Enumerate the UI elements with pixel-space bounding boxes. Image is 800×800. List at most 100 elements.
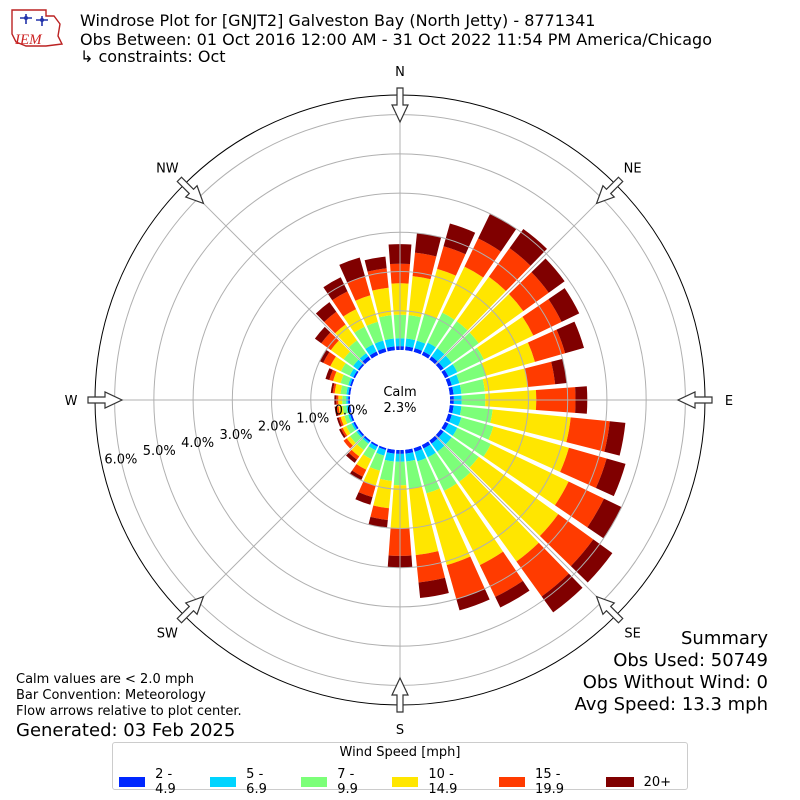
bar-250-bin-1 — [348, 414, 353, 423]
legend-label-0: 2 - 4.9 — [155, 767, 176, 797]
grid-spoke-315 — [183, 183, 365, 365]
bar-10-bin-2 — [406, 315, 421, 341]
legend-item-0: 2 - 4.9 — [119, 767, 194, 797]
legend-swatch-0 — [119, 777, 146, 787]
bar-160-bin-0 — [413, 445, 423, 452]
bar-330-bin-4 — [332, 291, 357, 317]
bar-70-bin-1 — [449, 374, 460, 386]
bar-190-bin-2 — [380, 459, 394, 481]
bar-140-bin-3 — [459, 472, 539, 562]
bar-30-bin-3 — [442, 266, 484, 320]
direction-arrow-6 — [87, 391, 124, 409]
legend-item-5: 20+ — [605, 767, 671, 797]
bar-170-bin-5 — [418, 577, 449, 599]
bar-340-bin-5 — [339, 257, 366, 283]
bar-290-bin-4 — [329, 369, 337, 382]
legend-label-4: 15 - 19.9 — [535, 767, 564, 797]
bar-150-bin-3 — [443, 483, 504, 566]
bar-70-bin-0 — [445, 377, 452, 387]
iem-logo: IEM — [11, 9, 64, 48]
bar-110-bin-3 — [488, 426, 569, 472]
summary-title: Summary — [681, 628, 768, 649]
calm-value: 2.3% — [383, 401, 416, 416]
bar-220-bin-2 — [356, 438, 369, 451]
bar-190-bin-3 — [373, 478, 392, 509]
legend-title: Wind Speed [mph] — [339, 745, 461, 760]
grid-spoke-135 — [435, 435, 617, 617]
bar-290-bin-0 — [350, 378, 355, 387]
chart-subtitle: Obs Between: 01 Oct 2016 12:00 AM - 31 O… — [80, 30, 712, 49]
bar-310-bin-1 — [353, 359, 363, 370]
bar-100-bin-5 — [604, 421, 626, 456]
generated-date: Generated: 03 Feb 2025 — [16, 720, 236, 741]
bar-280-bin-5 — [330, 382, 335, 394]
bar-160-bin-5 — [456, 588, 490, 611]
bar-190-bin-0 — [386, 448, 395, 454]
bar-220-bin-4 — [348, 449, 360, 460]
bar-280-bin-2 — [340, 385, 348, 395]
bar-320-bin-0 — [362, 356, 371, 365]
bar-220-bin-0 — [363, 435, 371, 443]
bar-160-bin-1 — [414, 449, 427, 462]
summary-obs-without-wind: Obs Without Wind: 0 — [582, 672, 768, 693]
bar-30-bin-4 — [464, 238, 501, 278]
bar-40-bin-5 — [509, 228, 547, 266]
bar-300-bin-0 — [353, 370, 359, 379]
bar-10-bin-3 — [408, 276, 431, 318]
bar-250-bin-2 — [344, 414, 351, 424]
bar-70-bin-2 — [456, 363, 486, 384]
bar-230-bin-4 — [343, 438, 353, 449]
direction-arrow-0 — [391, 87, 409, 124]
bar-280-bin-0 — [348, 387, 352, 395]
legend-swatch-1 — [210, 777, 237, 787]
direction-label-E: E — [725, 394, 733, 409]
summary-panel: Summary Obs Used: 50749 Obs Without Wind… — [575, 628, 768, 716]
legend-item-1: 5 - 6.9 — [210, 767, 285, 797]
bar-120-bin-3 — [483, 443, 569, 506]
bar-160-bin-3 — [426, 488, 471, 566]
bar-50-bin-2 — [445, 332, 479, 363]
bar-330-bin-1 — [365, 344, 377, 356]
legend-label-5: 20+ — [643, 774, 671, 790]
direction-arrow-4 — [391, 676, 409, 713]
bar-310-bin-4 — [321, 332, 339, 351]
bar-80-bin-2 — [459, 379, 485, 394]
bar-250-bin-4 — [338, 416, 344, 427]
bar-280-bin-1 — [346, 386, 350, 395]
bar-110-bin-5 — [595, 458, 626, 497]
bar-150-bin-1 — [423, 444, 436, 458]
bar-190-bin-1 — [384, 452, 395, 462]
bar-50-bin-5 — [531, 258, 565, 293]
bar-60-bin-1 — [444, 364, 458, 377]
bar-190-bin-5 — [368, 516, 388, 528]
bar-140-bin-5 — [541, 573, 583, 613]
bar-70-bin-3 — [481, 342, 535, 376]
radial-tick-label-5: 5.0% — [143, 444, 176, 459]
bar-290-bin-5 — [325, 368, 333, 380]
legend-swatch-3 — [392, 777, 419, 787]
bar-40-bin-2 — [437, 321, 468, 355]
legend-label-2: 7 - 9.9 — [337, 767, 358, 797]
direction-arrow-1 — [595, 176, 624, 205]
bar-350-bin-1 — [384, 338, 395, 348]
bar-130-bin-4 — [539, 514, 594, 567]
bar-250-bin-3 — [340, 415, 348, 426]
summary-obs-used: Obs Used: 50749 — [613, 650, 768, 671]
bar-80-bin-1 — [452, 384, 462, 395]
bar-280-bin-3 — [334, 383, 343, 394]
bar-130-bin-5 — [570, 539, 613, 583]
direction-labels: N NE E SE S SW W NW — [65, 65, 734, 738]
bar-210-bin-1 — [368, 442, 378, 451]
bar-290-bin-3 — [333, 371, 344, 384]
direction-arrow-7 — [176, 176, 205, 205]
bar-300-bin-4 — [323, 352, 336, 367]
bars-layer — [314, 213, 626, 613]
legend-swatch-5 — [605, 777, 634, 787]
bar-240-bin-5 — [339, 428, 346, 439]
bar-140-bin-0 — [429, 435, 438, 444]
radial-tick-label-3: 3.0% — [219, 428, 252, 443]
bar-250-bin-0 — [350, 413, 355, 422]
bar-200-bin-2 — [369, 452, 385, 471]
bar-310-bin-2 — [343, 351, 359, 367]
